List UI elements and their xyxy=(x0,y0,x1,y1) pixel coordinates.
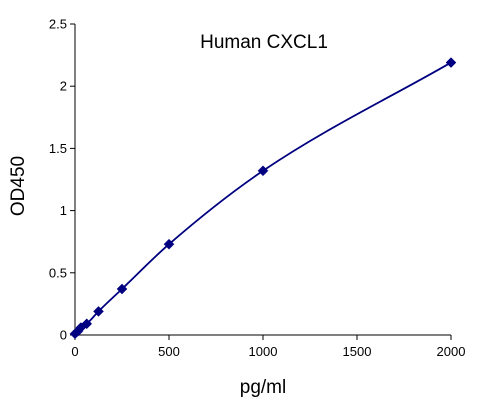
axes: 0 0.5 1 1.5 2 2.5 0 500 1000 1500 2000 xyxy=(49,17,466,360)
x-axis-title: pg/ml xyxy=(240,377,286,398)
x-tick-label: 1500 xyxy=(343,344,372,359)
x-tick-label: 1000 xyxy=(249,344,278,359)
data-point-marker xyxy=(445,57,457,68)
fit-curve-layer xyxy=(74,61,452,335)
x-tick-label: 500 xyxy=(158,344,180,359)
y-axis-title: OD450 xyxy=(8,156,29,216)
y-tick-label: 1 xyxy=(60,203,67,218)
data-point-marker xyxy=(257,165,269,177)
data-point-layer xyxy=(69,57,457,340)
y-tick-label: 2.5 xyxy=(49,17,67,32)
data-point-marker xyxy=(81,318,93,330)
x-tick-label: 0 xyxy=(71,344,78,359)
chart-title: Human CXCL1 xyxy=(200,32,328,53)
data-point-marker xyxy=(116,283,128,295)
y-tick-label: 0.5 xyxy=(49,265,67,280)
y-tick-label: 1.5 xyxy=(49,141,67,156)
data-point-marker xyxy=(93,306,104,317)
y-tick-label: 2 xyxy=(60,79,67,94)
data-point-marker xyxy=(163,238,175,250)
x-tick-label: 2000 xyxy=(437,344,466,359)
y-tick-label: 0 xyxy=(60,328,67,343)
fit-curve xyxy=(74,61,452,335)
